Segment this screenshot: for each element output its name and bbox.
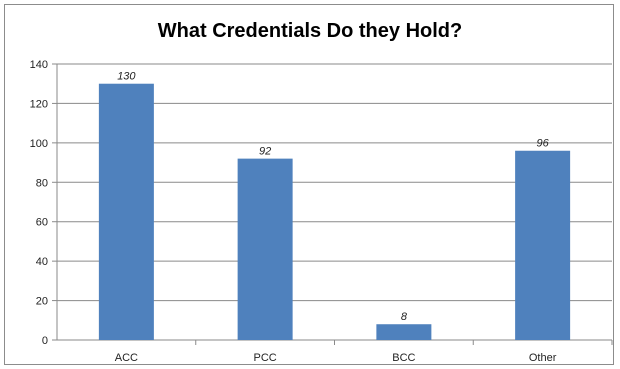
y-tick-label: 120	[30, 98, 48, 110]
y-tick-label: 0	[42, 335, 48, 347]
data-label: 130	[117, 71, 136, 83]
bar-acc	[98, 83, 154, 340]
y-tick-label: 80	[36, 177, 48, 189]
data-label: 96	[537, 138, 550, 150]
bar-pcc	[237, 158, 293, 340]
x-tick-label: Other	[529, 352, 557, 364]
y-tick-label: 100	[30, 138, 48, 150]
data-label: 92	[259, 146, 271, 158]
bars	[98, 83, 571, 340]
x-tick-label: PCC	[254, 352, 277, 364]
bar-bcc	[376, 324, 432, 340]
chart-title: What Credentials Do they Hold?	[157, 20, 463, 42]
y-tick-label: 140	[30, 59, 48, 71]
y-tick-label: 20	[36, 296, 48, 308]
y-tick-label: 60	[36, 217, 48, 229]
x-tick-label: BCC	[392, 352, 415, 364]
y-tick-label: 40	[36, 256, 48, 268]
x-tick-label: ACC	[115, 352, 138, 364]
bar-other	[515, 150, 571, 340]
data-label: 8	[401, 311, 408, 323]
labels: 0 20 40 60 80 100 120 140 130 ACC 92 PCC 8 BCC 96 Other	[30, 59, 557, 364]
